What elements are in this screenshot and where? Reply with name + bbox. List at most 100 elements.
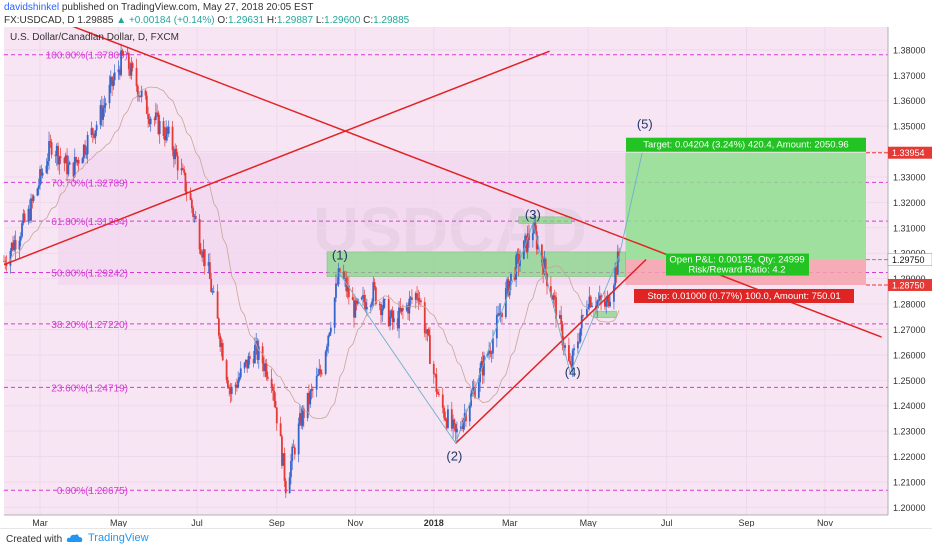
time-tick-label: May [580, 518, 598, 527]
candle-body [139, 95, 142, 97]
candle-body [492, 338, 494, 354]
candle-body [408, 298, 411, 314]
candle-body [111, 76, 113, 87]
wave-label: (5) [637, 117, 653, 132]
candle-body [190, 199, 193, 209]
candle-body [504, 288, 507, 318]
candle-body [346, 285, 349, 292]
candle-body [374, 287, 377, 305]
author-link[interactable]: davidshinkel [4, 2, 60, 13]
candle-body [301, 408, 304, 426]
candle-body [283, 453, 286, 481]
candle-body [131, 63, 134, 68]
candle-body [94, 130, 97, 138]
candle-body [579, 328, 582, 342]
time-tick-label: Nov [347, 518, 364, 527]
stop-label: Stop: 0.01000 (0.77%) 100.0, Amount: 750… [647, 291, 840, 302]
candle-body [417, 297, 420, 301]
candle-body [435, 374, 438, 392]
candle-body [578, 341, 581, 343]
fibonacci-label: 61.80%(1.31264) [51, 217, 128, 228]
candle-body [489, 350, 492, 354]
candle-body [118, 69, 121, 76]
candle-body [246, 359, 249, 369]
candle-body [356, 299, 359, 304]
candle-body [595, 305, 597, 308]
candle-body [558, 315, 561, 319]
candle-body [211, 291, 214, 293]
candle-body [587, 307, 590, 309]
candle-body [570, 363, 573, 368]
price-tick-label: 1.23000 [893, 427, 926, 437]
fibonacci-label: 0.00%(1.20675) [57, 486, 128, 497]
candle-body [181, 168, 184, 170]
candle-body [216, 291, 219, 319]
tradingview-logo[interactable]: TradingView [66, 532, 149, 544]
candle-body [318, 369, 321, 375]
ohlc-line: FX:USDCAD, D 1.29885 ▲ +0.00184 (+0.14%)… [4, 15, 409, 26]
candle-body [308, 392, 310, 405]
candle-body [10, 242, 13, 251]
candle-body [112, 80, 115, 87]
price-tick-label: 1.26000 [893, 350, 926, 360]
chart-area[interactable]: USDCAD 100.00%(1.37809) 70.70%(1.32789) 61.… [0, 13, 932, 528]
candle-body [108, 84, 111, 104]
chart-title: U.S. Dollar/Canadian Dollar, D, FXCM [10, 32, 179, 43]
candle-body [355, 300, 358, 304]
candle-body [450, 409, 453, 429]
candle-body [273, 390, 276, 402]
candle-body [553, 295, 556, 297]
candle-body [288, 477, 291, 494]
candle-body [252, 358, 255, 364]
candle-body [165, 127, 168, 141]
candle-body [199, 249, 202, 255]
candle-body [228, 387, 231, 389]
candle-body [104, 103, 107, 106]
candle-body [454, 423, 457, 433]
candle-body [248, 356, 251, 359]
candle-body [369, 305, 372, 307]
candle-body [58, 156, 61, 165]
time-tick-label: Jul [191, 518, 203, 527]
candle-body [317, 374, 319, 377]
candle-body [324, 351, 327, 374]
candle-body [226, 380, 229, 388]
candle-body [371, 301, 373, 306]
candle-body [328, 332, 331, 336]
candle-body [373, 282, 376, 288]
candle-body [549, 286, 552, 297]
candle-body [122, 54, 125, 56]
candle-body [507, 279, 510, 296]
candle-body [175, 148, 178, 156]
high-value: 1.29887 [276, 15, 314, 26]
candle-body [138, 95, 141, 97]
candle-body [380, 303, 382, 316]
candle-body [76, 160, 79, 163]
candle-body [145, 95, 148, 114]
candle-body [275, 407, 278, 424]
candle-body [265, 363, 268, 377]
candle-body [68, 162, 71, 165]
candle-body [82, 144, 85, 159]
candle-body [414, 293, 417, 300]
candle-body [153, 118, 156, 120]
support-resistance-zone [593, 310, 617, 319]
candle-body [292, 446, 295, 448]
candle-body [600, 295, 602, 301]
candle-body [453, 419, 456, 424]
candle-body [210, 278, 213, 292]
price-tick-label: 1.20000 [893, 503, 926, 513]
candle-body [217, 318, 220, 336]
candle-body [461, 426, 463, 429]
candle-body [396, 318, 399, 329]
candle-body [247, 356, 250, 369]
candle-body [426, 329, 429, 334]
candle-body [27, 208, 30, 222]
candle-body [57, 145, 59, 165]
price-chart[interactable]: USDCAD100.00%(1.37809)70.70%(1.32789)61.… [0, 13, 932, 528]
trend-line [3, 50, 550, 266]
candle-body [365, 306, 368, 310]
candle-body [528, 233, 530, 241]
candle-body [302, 408, 305, 419]
candle-body [488, 350, 491, 354]
